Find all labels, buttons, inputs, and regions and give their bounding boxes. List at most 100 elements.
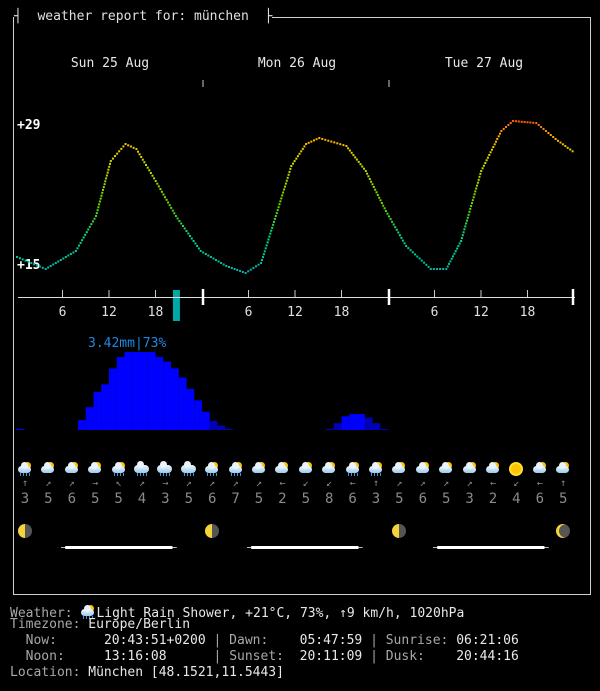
moon-last-quarter-icon [205,524,219,538]
precipitation-bar [380,428,389,430]
temperature-dot [394,226,397,229]
temperature-dot [217,260,220,263]
temperature-dot [102,186,105,189]
temperature-dot [384,210,387,212]
wind-direction-arrow: ↙ [513,478,520,489]
temperature-dot [374,188,377,191]
temperature-dot [16,256,18,258]
temperature-dot [324,138,327,141]
temperature-dot [109,162,111,165]
wind-speed: 4 [512,491,521,507]
temperature-dot [549,134,552,136]
precipitation-bar [132,352,141,430]
temperature-dot [293,160,296,163]
temperature-dot [512,120,514,122]
temperature-dot [116,152,119,155]
temperature-dot [375,191,378,194]
temperature-dot [284,185,286,188]
wind-direction-arrow: ↗ [232,478,239,489]
rain-icon [157,461,173,477]
temperature-dot [149,172,152,174]
temperature-dot [18,257,21,260]
temperature-dot [464,225,467,228]
dawn-value: 05:47:59 [299,633,363,648]
temperature-dot [495,140,497,143]
temperature-dot [192,240,195,242]
title-text: weather report for: münchen [37,9,249,24]
wind-speed: 7 [231,491,240,507]
temperature-dot [295,157,298,160]
temperature-dot [262,256,264,259]
temperature-dot [268,235,271,238]
temperature-dot [266,241,269,244]
temperature-dot [93,217,96,220]
weather-value: Light Rain Shower, +21°C, 73%, ↑9 km/h, … [96,606,465,621]
partly-cloudy-icon [298,461,314,477]
temperature-dot [263,250,266,253]
temperature-dot [367,175,370,178]
wind-direction-arrow: ↑ [560,478,567,489]
temperature-dot [276,209,279,212]
temperature-dot [105,177,108,180]
wind-direction-arrow: ← [536,478,543,489]
wind-speed: 2 [488,491,498,507]
wind-direction-arrow: ↗ [209,478,216,489]
temperature-dot [67,254,70,257]
temperature-dot [137,150,139,153]
temperature-dot [102,188,104,191]
temperature-dot [284,182,287,185]
sunrise-label: Sunrise: [385,633,449,648]
temperature-dot [488,154,491,156]
precipitation-bar [124,352,133,430]
title-right-cap: ├ [264,9,273,24]
temperature-dot [265,244,268,247]
temperature-dot [461,234,464,237]
precipitation-bar [209,420,218,430]
temperature-dot [183,227,186,230]
dusk-value: 20:44:16 [456,649,519,664]
temperature-dot [278,203,281,206]
timezone-value: Europe/Berlin [88,617,191,632]
precipitation-bar [140,352,148,430]
temperature-dot [479,172,482,175]
temperature-dot [267,238,270,241]
temperature-dot [478,175,481,178]
temperature-dot [300,150,303,153]
temperature-dot [557,139,559,142]
location-label: Location: [10,665,81,680]
precip-max-label: 3.42mm|73% [88,336,167,351]
temperature-dot [114,155,116,158]
temperature-dot [529,121,532,124]
temperature-dot [255,265,257,268]
temperature-dot [49,265,52,267]
temperature-dot [496,138,499,140]
temperature-dot [36,264,39,267]
temperature-dot [542,128,545,130]
temperature-dot [287,173,290,176]
temperature-dot [436,268,438,270]
rain-icon [180,461,197,477]
temperature-dot [168,204,171,207]
temperature-dot [449,260,452,263]
temperature-dot [220,262,223,264]
wind-speed: 6 [207,491,217,507]
temperature-dot [145,164,147,166]
temperature-dot [400,236,403,239]
temperature-dot [95,212,98,215]
temperature-dot [370,180,373,183]
temperature-dot [361,165,364,168]
temperature-dot [354,156,357,159]
temperature-dot [380,202,383,204]
temperature-dot [197,247,200,250]
wind-speed: 5 [301,491,311,507]
temperature-dot [52,263,55,266]
temperature-dot [74,250,77,252]
temperature-dot [202,251,205,254]
wind-speed: 5 [441,491,451,507]
temperature-dot [468,210,471,213]
temperature-dot [292,162,294,165]
temperature-dot [178,220,181,222]
temperature-dot [290,165,293,167]
temperature-dot [120,147,123,150]
temperature-dot [427,265,430,268]
